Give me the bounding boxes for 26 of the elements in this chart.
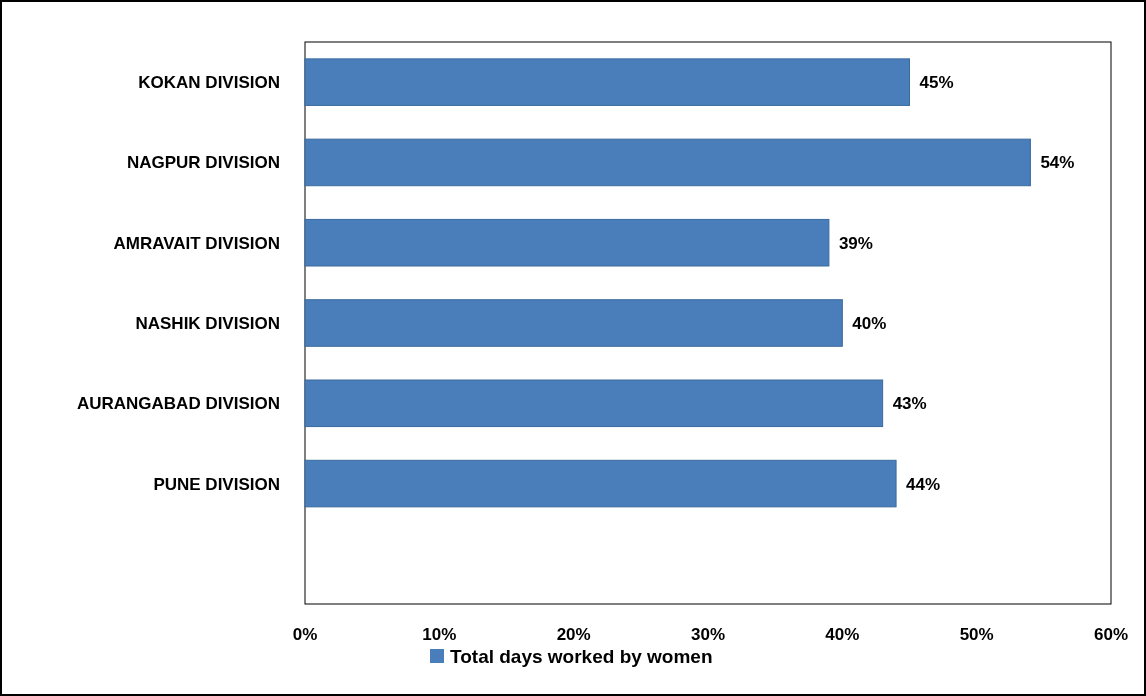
data-label: 39% [838, 233, 873, 253]
legend-label: Total days worked by women [450, 645, 713, 667]
x-tick-label: 50% [959, 625, 994, 644]
data-label: 43% [892, 394, 927, 414]
bar [304, 218, 830, 267]
y-tick-label: AMRAVAIT DIVISION [113, 233, 280, 253]
data-label: 40% [852, 313, 887, 333]
bar [304, 138, 1031, 187]
data-label: 44% [906, 474, 941, 494]
bar [304, 299, 843, 347]
x-tick-label: 0% [292, 625, 318, 644]
bar [304, 58, 910, 106]
x-tick-label: 40% [825, 625, 860, 644]
y-tick-label: PUNE DIVISION [153, 474, 280, 494]
x-tick-label: 20% [556, 625, 591, 644]
bar [304, 379, 884, 428]
x-tick-label: 30% [690, 625, 726, 644]
y-tick-label: NASHIK DIVISION [135, 313, 280, 333]
x-tick-label: 60% [1093, 625, 1129, 644]
y-tick-label: AURANGABAD DIVISION [76, 394, 280, 414]
data-label: 54% [1040, 153, 1075, 173]
bar [304, 459, 897, 508]
y-tick-label: KOKAN DIVISION [138, 73, 280, 93]
x-tick-label: 10% [422, 625, 457, 644]
data-label: 45% [919, 73, 954, 93]
y-tick-label: NAGPUR DIVISION [126, 153, 280, 173]
